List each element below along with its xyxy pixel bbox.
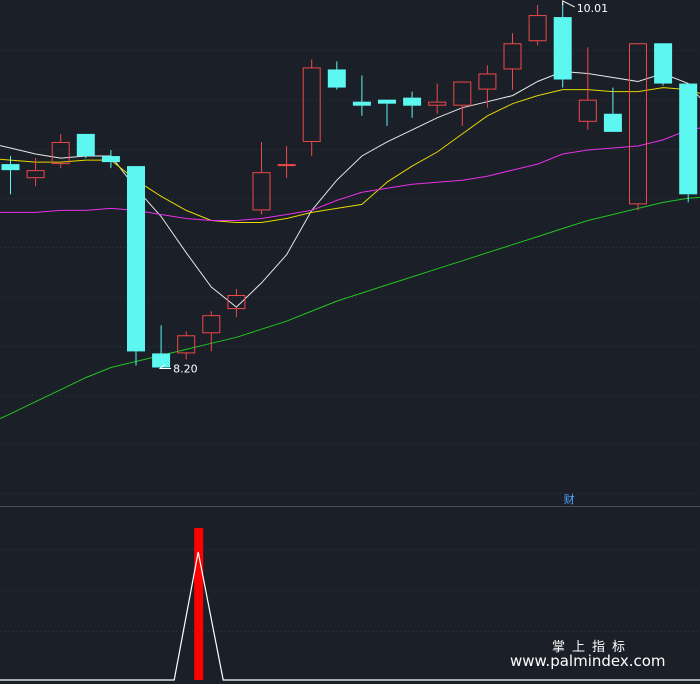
candle [302,59,321,157]
candle-body [51,141,70,165]
candle [378,99,396,126]
candle [252,141,271,215]
candle [478,65,497,108]
watermark: 掌上指标 www.palmindex.com [510,640,666,670]
candle [51,133,70,169]
candle-body [503,43,522,70]
candle [177,331,196,360]
candle-body [528,15,547,42]
finance-marker[interactable]: 财 [564,492,575,506]
candle [428,83,447,114]
candle [528,5,547,46]
candle [101,150,120,169]
candle [227,288,246,318]
candles [1,2,698,368]
candle-body [202,315,221,334]
candle-body [403,97,422,106]
candle-body [478,73,497,90]
candle-body [252,172,271,211]
signal-bar [194,528,204,680]
candle [629,43,647,211]
candle-body [26,170,45,179]
low-price-label: 8.20 [173,363,198,376]
candle-body [152,353,171,368]
candle [202,311,221,352]
high-price-pointer [562,0,575,8]
candle [352,75,371,116]
candle-body [227,295,246,310]
candle [26,158,45,187]
candle-body [302,67,321,142]
candle-body [453,81,472,106]
candle-body [352,101,371,106]
candle [603,87,622,132]
watermark-url: www.palmindex.com [510,652,666,670]
signal-line [0,551,700,681]
candle-body [578,99,597,122]
candle-body [378,99,396,104]
low-price-pointer [158,364,172,370]
candle-body [177,335,196,354]
candle [654,43,673,86]
ma-line [0,87,700,223]
candle [679,83,698,203]
candle-body [76,133,95,157]
candle [127,166,145,366]
candle [76,133,95,159]
candle-body [277,164,296,167]
candle [403,91,422,118]
candle-body [1,164,20,171]
grid [0,50,700,632]
moving-averages [0,70,700,420]
candle-body [629,43,647,205]
ma-line [0,196,700,420]
ma-line [0,70,700,308]
candle-body [101,156,120,163]
indicator-panel [0,528,700,681]
candle [553,2,572,88]
candle-body [679,83,698,195]
candle [152,325,171,368]
candle-body [428,101,447,106]
candle [503,33,522,90]
candle [578,47,597,130]
candle-body [327,69,346,88]
candle-body [553,17,572,80]
annotations: 10.01 8.20 财 [158,0,609,506]
candle-body [654,43,673,84]
candle [277,145,296,179]
candle [1,156,20,195]
candle [453,81,472,126]
candle [327,61,346,90]
watermark-title: 掌上指标 [552,640,632,655]
high-price-label: 10.01 [577,2,609,15]
candle-body [127,166,145,352]
ma-line [0,127,700,221]
candle-body [603,113,622,132]
